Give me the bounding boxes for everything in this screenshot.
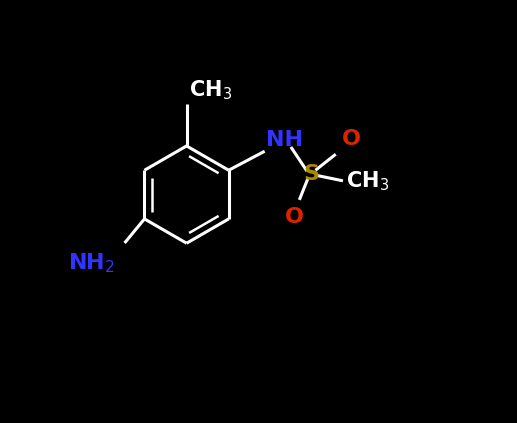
Text: CH$_3$: CH$_3$ [189, 78, 232, 102]
Text: NH$_2$: NH$_2$ [68, 251, 115, 275]
Text: O: O [342, 129, 361, 148]
Text: O: O [285, 207, 304, 227]
Text: S: S [303, 165, 319, 184]
Text: NH: NH [266, 130, 303, 150]
Text: CH$_3$: CH$_3$ [346, 169, 389, 192]
